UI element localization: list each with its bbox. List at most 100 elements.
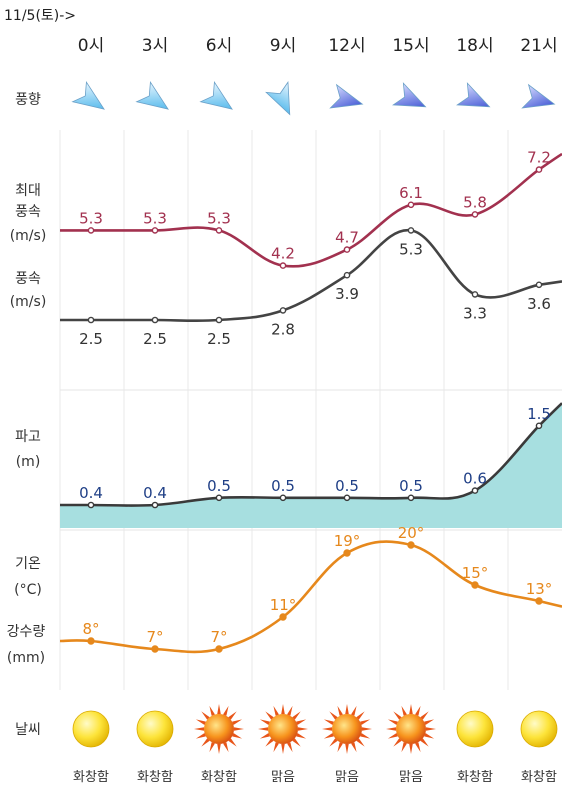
date-label: 11/5(토)-> — [4, 8, 76, 24]
wind-data-label: 3.3 — [463, 304, 487, 322]
wave-data-label: 0.4 — [143, 484, 167, 502]
wind-point — [535, 281, 543, 289]
wave-point — [215, 494, 223, 502]
max-wind-data-label: 5.8 — [463, 193, 487, 211]
wave-point — [535, 422, 543, 430]
wind-arrow-icon — [521, 83, 556, 109]
row-label-wave-1: 파고 — [15, 429, 41, 445]
max-wind-point — [407, 201, 415, 209]
hour-tick-label: 3시 — [142, 36, 168, 56]
wave-data-label: 0.6 — [463, 470, 487, 488]
max-wind-data-label: 7.2 — [527, 149, 551, 167]
max-wind-data-label: 4.7 — [335, 229, 359, 247]
max-wind-data-label: 6.1 — [399, 184, 423, 202]
temperature-point — [535, 597, 543, 605]
weather-row: 화창함 화창함 화창함 맑음 맑음 맑음 화창함 화창함 — [72, 704, 558, 785]
bright-sun-icon — [386, 704, 436, 754]
temperature-data-label: 19° — [334, 532, 361, 550]
max-wind-line — [60, 152, 562, 268]
max-wind-data-label: 5.3 — [143, 209, 167, 227]
bright-sun-icon — [322, 704, 372, 754]
wind-point — [343, 271, 351, 279]
sun-icon — [520, 710, 558, 748]
wind-arrow-icon — [329, 83, 364, 109]
wave-point — [87, 501, 95, 509]
hour-tick-label: 12시 — [328, 36, 365, 56]
sun-icon — [136, 710, 174, 748]
wind-arrow-icon — [71, 80, 105, 110]
wind-line — [59, 229, 562, 323]
max-wind-point — [343, 246, 351, 253]
row-label-max-wind-1: 최대 — [15, 183, 41, 199]
hour-tick-label: 0시 — [78, 36, 104, 56]
temperature-point — [471, 581, 479, 589]
wind-arrow-icon — [456, 82, 491, 108]
weather-text: 맑음 — [271, 770, 295, 785]
row-label-wind-unit: (m/s) — [10, 294, 47, 310]
wind-arrow-icon — [199, 80, 233, 110]
row-label-max-wind-unit: (m/s) — [10, 228, 47, 244]
wave-point — [471, 487, 479, 494]
row-label-rain-unit: (mm) — [7, 650, 45, 666]
wind-point — [151, 316, 159, 324]
bright-sun-icon — [194, 704, 244, 754]
temperature-data-label: 11° — [270, 596, 297, 614]
row-label-temp-1: 기온 — [15, 556, 41, 572]
max-wind-point — [215, 227, 223, 234]
row-label-max-wind-2: 풍속 — [15, 204, 41, 220]
max-wind-data-label: 5.3 — [79, 209, 103, 227]
wave-series: 0.4 0.4 0.5 0.5 0.5 0.5 0.6 1.5 — [60, 402, 562, 528]
hour-tick-label: 21시 — [520, 36, 557, 56]
temperature-data-label: 7° — [210, 628, 227, 646]
wave-area — [60, 403, 562, 528]
wind-data-label: 2.5 — [143, 330, 167, 348]
bright-sun-icon — [258, 704, 308, 754]
wave-data-label: 0.5 — [207, 477, 231, 495]
max-wind-data-label: 4.2 — [271, 245, 295, 263]
wave-data-label: 0.5 — [271, 477, 295, 495]
wind-data-label: 3.9 — [335, 285, 359, 303]
wave-point — [407, 494, 415, 502]
weather-text: 화창함 — [137, 770, 173, 785]
temperature-line — [59, 540, 562, 654]
row-label-wave-unit: (m) — [16, 454, 41, 470]
wave-line — [60, 402, 562, 507]
row-label-temp-unit: (°C) — [14, 582, 42, 598]
max-wind-data-label: 5.3 — [207, 209, 231, 227]
wind-data-label: 2.5 — [207, 330, 231, 348]
wave-point — [151, 501, 159, 509]
weather-text: 화창함 — [457, 770, 493, 785]
temperature-data-label: 15° — [462, 564, 489, 582]
wind-arrow-icon — [392, 82, 427, 108]
row-label-wind-1: 풍속 — [15, 271, 41, 287]
wind-point — [471, 291, 479, 298]
sun-icon — [72, 710, 110, 748]
temperature-series: 8° 7° 7° 11° 19° 20° 15° 13° — [59, 524, 562, 654]
hour-axis: 0시 3시 6시 9시 12시 15시 18시 21시 — [78, 36, 558, 56]
wind-arrow-icon — [135, 80, 169, 110]
temperature-point — [215, 645, 223, 653]
hour-tick-label: 18시 — [456, 36, 493, 56]
wave-point — [279, 494, 287, 502]
max-wind-point — [535, 166, 543, 173]
wave-data-label: 1.5 — [527, 405, 551, 423]
temperature-point — [407, 541, 415, 549]
row-label-rain-1: 강수량 — [7, 624, 46, 640]
wind-data-label: 5.3 — [399, 240, 423, 258]
hour-tick-label: 6시 — [206, 36, 232, 56]
weather-text: 화창함 — [521, 770, 557, 785]
weather-text: 화창함 — [73, 770, 109, 785]
wind-data-label: 2.8 — [271, 320, 295, 338]
wave-point — [343, 494, 351, 502]
wind-point — [279, 307, 287, 314]
wind-data-label: 2.5 — [79, 330, 103, 348]
sun-icon — [456, 710, 494, 748]
wind-arrow-icon — [265, 81, 291, 116]
row-label-weather: 날씨 — [15, 722, 41, 738]
max-wind-point — [87, 227, 95, 234]
max-wind-point — [471, 211, 479, 218]
temperature-data-label: 13° — [526, 580, 553, 598]
weather-text: 맑음 — [399, 770, 423, 785]
